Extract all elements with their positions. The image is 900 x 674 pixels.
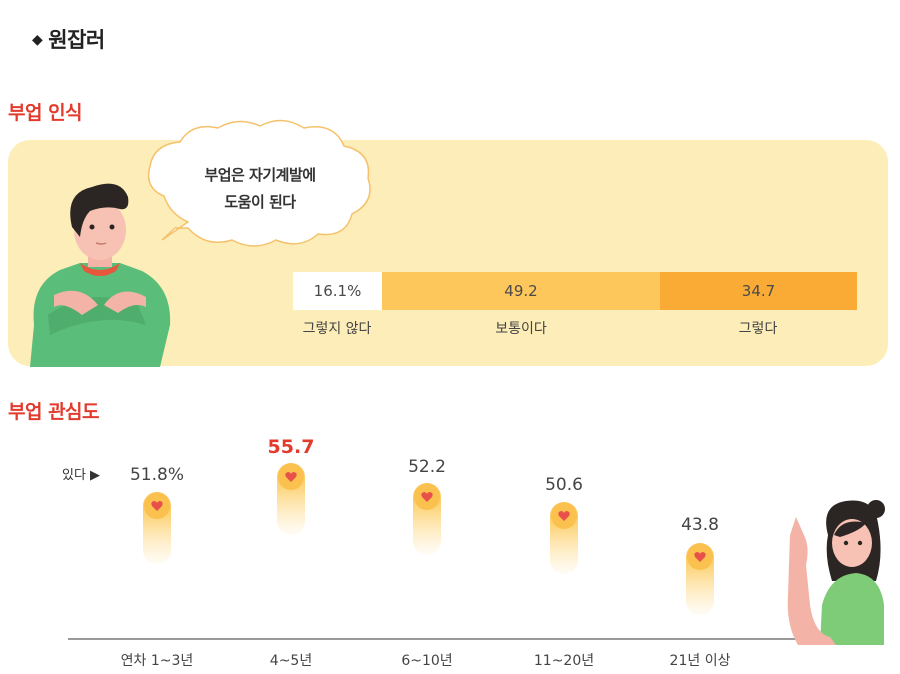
- value-label: 50.6: [545, 475, 583, 495]
- x-tick-label: 연차 1~3년: [120, 653, 194, 669]
- woman-pointing-illustration: [787, 500, 885, 645]
- page-title: ◆ 원잡러: [32, 28, 105, 52]
- x-tick-label: 11~20년: [533, 653, 595, 669]
- bubble-text: 부업은 자기계발에 도움이 된다: [204, 166, 316, 211]
- heart-pill-icon: [277, 463, 305, 535]
- value-label: 43.8: [681, 515, 719, 535]
- row-label-yes: 있다 ▶: [62, 468, 101, 483]
- perception-stacked-bar: 16.1% 49.2 34.7: [293, 272, 857, 310]
- section-title-perception: 부업 인식: [8, 102, 83, 124]
- heart-pill-icon: [413, 483, 441, 555]
- segment-disagree: 16.1%: [293, 272, 382, 310]
- man-arms-crossed-illustration: [30, 183, 171, 367]
- x-axis-line: [68, 638, 798, 640]
- segment-agree: 34.7: [660, 272, 857, 310]
- segment-label-disagree: 그렇지 않다: [302, 321, 372, 337]
- segment-labels: 그렇지 않다 보통이다 그렇다: [293, 318, 857, 340]
- x-tick-label: 21년 이상: [669, 653, 731, 669]
- segment-label-neutral: 보통이다: [495, 321, 547, 337]
- value-label: 52.2: [408, 457, 446, 477]
- heart-pill-icon: [143, 492, 171, 564]
- value-label-highlight: 55.7: [267, 436, 315, 458]
- segment-neutral: 49.2: [382, 272, 660, 310]
- value-label: 51.8%: [129, 465, 185, 485]
- diamond-icon: ◆: [32, 32, 43, 48]
- x-tick-label: 4~5년: [269, 653, 313, 669]
- segment-label-agree: 그렇다: [738, 321, 778, 337]
- section-title-interest: 부업 관심도: [8, 401, 100, 423]
- speech-bubble-icon: [147, 119, 371, 247]
- heart-pill-icon: [686, 543, 714, 615]
- x-tick-label: 6~10년: [401, 653, 453, 669]
- heart-pill-icon: [550, 502, 578, 574]
